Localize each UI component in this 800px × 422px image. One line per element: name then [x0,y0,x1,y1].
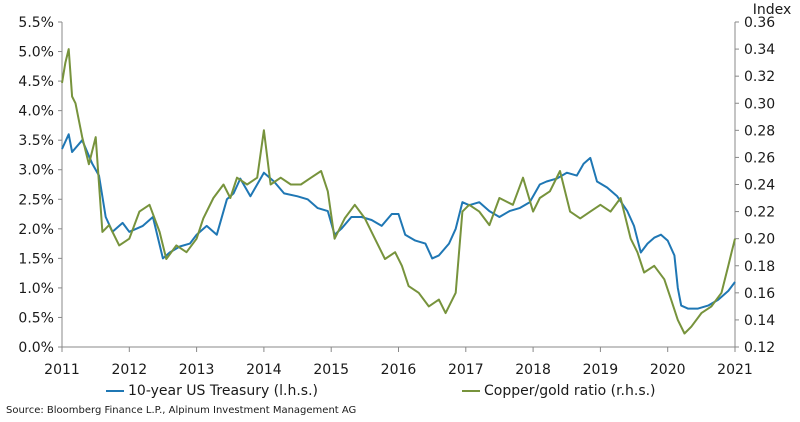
left-tick-label: 3.0% [18,163,54,179]
right-tick-label: 0.14 [744,313,775,329]
left-tick-label: 4.5% [18,74,54,90]
x-tick-label: 2012 [111,362,147,378]
legend-swatch-treasury [106,390,124,392]
x-tick-label: 2014 [246,362,282,378]
right-tick-label: 0.34 [744,42,775,58]
legend-swatch-copper-gold [462,390,480,392]
x-tick-label: 2013 [179,362,215,378]
left-tick-label: 1.5% [18,251,54,267]
legend-label-treasury: 10-year US Treasury (l.h.s.) [128,383,319,399]
right-tick-label: 0.16 [744,286,775,302]
x-tick-label: 2019 [583,362,619,378]
right-tick-label: 0.36 [744,15,775,31]
x-tick-label: 2015 [313,362,349,378]
right-tick-label: 0.18 [744,259,775,275]
left-tick-label: 5.5% [18,15,54,31]
right-tick-label: 0.30 [744,96,775,112]
left-tick-label: 5.0% [18,45,54,61]
treasury-yield-line [61,133,736,310]
x-axis: 2011 2012 2013 2014 2015 2016 2017 2018 2019 2020… [44,346,753,378]
right-tick-label: 0.22 [744,205,775,221]
x-tick-label: 2011 [44,362,80,378]
copper-gold-ratio-line [61,48,736,335]
line-chart: 0.0% 0.5% 1.0% 1.5% 2.0% 2.5% 3.0% 3.5% 4.0% 4.5%… [18,2,792,378]
series-lines [61,48,736,335]
right-axis-title: Index [753,2,792,18]
source-note: Source: Bloomberg Finance L.P., Alpinum … [6,405,357,416]
right-tick-label: 0.20 [744,232,775,248]
left-tick-label: 0.5% [18,310,54,326]
legend-item-copper-gold: Copper/gold ratio (r.h.s.) [462,383,656,399]
left-y-axis: 0.0% 0.5% 1.0% 1.5% 2.0% 2.5% 3.0% 3.5% 4.0% 4.5%… [18,15,63,356]
x-tick-label: 2021 [717,362,753,378]
right-tick-label: 0.28 [744,123,775,139]
legend-label-copper-gold: Copper/gold ratio (r.h.s.) [484,383,656,399]
x-tick-label: 2016 [381,362,417,378]
left-tick-label: 2.0% [18,222,54,238]
left-tick-label: 3.5% [18,133,54,149]
x-tick-label: 2018 [515,362,551,378]
right-tick-label: 0.24 [744,178,775,194]
right-tick-label: 0.26 [744,150,775,166]
x-tick-label: 2017 [448,362,484,378]
legend-item-treasury: 10-year US Treasury (l.h.s.) [106,383,318,399]
x-tick-label: 2020 [650,362,686,378]
right-tick-label: 0.12 [744,340,775,356]
left-tick-label: 2.5% [18,192,54,208]
left-tick-label: 0.0% [18,340,54,356]
right-y-axis: 0.12 0.14 0.16 0.18 0.20 0.22 0.24 0.26 0.28 0.30… [734,15,775,356]
left-tick-label: 1.0% [18,281,54,297]
left-tick-label: 4.0% [18,104,54,120]
legend: 10-year US Treasury (l.h.s.) Copper/gold… [0,383,800,403]
right-tick-label: 0.32 [744,69,775,85]
